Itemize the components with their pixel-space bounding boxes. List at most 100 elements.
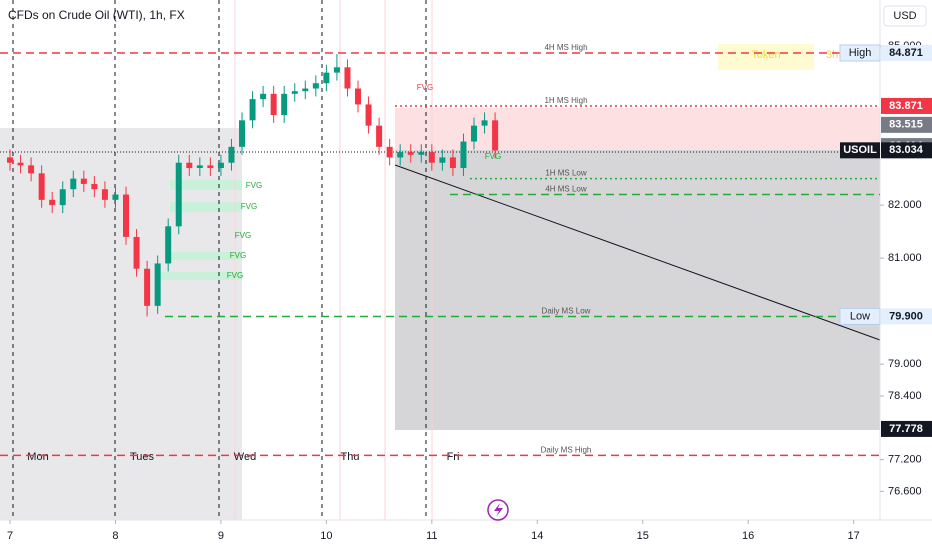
x-tick-label: 11 bbox=[426, 530, 437, 542]
candle-body bbox=[428, 152, 435, 163]
level-label: Daily MS Low bbox=[542, 307, 591, 316]
price-tag-box bbox=[839, 307, 881, 325]
price-label-box bbox=[881, 308, 932, 325]
fvg-label: FVG bbox=[241, 202, 257, 211]
fvg-box bbox=[160, 272, 242, 280]
price-label: 83.871 bbox=[889, 100, 923, 112]
price-label-box bbox=[881, 97, 932, 114]
day-label: Wed bbox=[234, 451, 256, 463]
y-tick-label: 77.200 bbox=[888, 453, 922, 465]
price-label-box bbox=[881, 116, 932, 133]
price-tag: High bbox=[849, 47, 872, 59]
candle-body bbox=[112, 194, 119, 200]
event-icon[interactable] bbox=[487, 499, 509, 521]
price-label: 79.900 bbox=[889, 310, 923, 322]
candle-body bbox=[144, 268, 151, 306]
x-tick-label: 8 bbox=[112, 530, 118, 542]
candle-body bbox=[228, 146, 235, 163]
price-tag-box bbox=[839, 44, 881, 62]
candle-body bbox=[323, 72, 330, 84]
x-tick-label: 15 bbox=[637, 530, 649, 542]
candle-body bbox=[260, 93, 267, 100]
candle-body bbox=[59, 189, 66, 206]
candle-body bbox=[7, 157, 14, 163]
level-label: 1H MS High bbox=[544, 96, 587, 105]
x-tick-label: 14 bbox=[531, 530, 543, 542]
price-tag-box bbox=[840, 142, 880, 159]
y-tick-label: 76.600 bbox=[888, 485, 922, 497]
x-tick-label: 10 bbox=[320, 530, 332, 542]
candle-body bbox=[38, 173, 45, 200]
fvg-box bbox=[170, 202, 242, 212]
kill-zones bbox=[234, 0, 433, 520]
currency-button[interactable] bbox=[883, 5, 927, 27]
fvg-label: FVG bbox=[235, 231, 251, 240]
fvg-box bbox=[170, 180, 242, 190]
fvg-box bbox=[166, 252, 242, 260]
currency[interactable]: USD bbox=[893, 10, 916, 22]
price-label: 84.871 bbox=[889, 47, 923, 59]
price-label: 77.778 bbox=[889, 423, 923, 435]
level-label: Daily MS High bbox=[541, 445, 592, 454]
candle-body bbox=[291, 91, 298, 94]
token-text: Token bbox=[751, 49, 780, 61]
candle-body bbox=[196, 165, 203, 169]
candle-body bbox=[270, 93, 277, 116]
fvg-label: FVG bbox=[246, 181, 262, 190]
x-tick-label: 17 bbox=[848, 530, 860, 542]
trend-line bbox=[394, 164, 881, 341]
fvg-label: FVG bbox=[485, 152, 501, 161]
candle-body bbox=[154, 263, 161, 306]
candle-body bbox=[481, 120, 488, 126]
candle-body bbox=[239, 120, 246, 147]
day-label: Fri bbox=[447, 451, 460, 463]
level-label: 1H MS Low bbox=[545, 169, 587, 178]
price-label-box bbox=[881, 142, 932, 159]
candle-body bbox=[207, 165, 214, 169]
candle-body bbox=[492, 120, 499, 151]
candle-body bbox=[449, 157, 456, 169]
candle-body bbox=[407, 152, 414, 155]
candle-body bbox=[439, 157, 446, 163]
candle-body bbox=[312, 83, 319, 89]
candle-body bbox=[386, 146, 393, 158]
candle-body bbox=[249, 99, 256, 121]
session-lines bbox=[12, 0, 427, 520]
y-tick-label: 78.400 bbox=[888, 390, 922, 402]
candle-body bbox=[28, 165, 35, 174]
candle-body bbox=[365, 104, 372, 126]
discount-zone bbox=[395, 150, 880, 430]
candle-body bbox=[165, 226, 172, 264]
day-label: Mon bbox=[27, 451, 48, 463]
candle-body bbox=[376, 125, 383, 147]
fvg-label: FVG bbox=[227, 271, 243, 280]
fvg-boxes bbox=[160, 180, 242, 280]
event-icon-bolt bbox=[494, 503, 503, 517]
candle-body bbox=[344, 67, 351, 89]
x-tick-label: 7 bbox=[7, 530, 13, 542]
candle-body bbox=[80, 178, 87, 184]
candle-body bbox=[91, 183, 98, 190]
candle-body bbox=[355, 88, 362, 105]
level-label: 4H MS Low bbox=[545, 185, 587, 194]
price-label: 83.034 bbox=[889, 144, 924, 156]
fvg-label: FVG bbox=[230, 251, 246, 260]
candle-body bbox=[217, 162, 224, 169]
candle-body bbox=[17, 162, 24, 166]
candle-body bbox=[471, 125, 478, 142]
premium-zone bbox=[395, 108, 880, 150]
candle-body bbox=[418, 152, 425, 155]
candle-body bbox=[101, 189, 108, 200]
fvg-label: FVG bbox=[417, 83, 433, 92]
candle-body bbox=[333, 67, 340, 73]
price-tag: USOIL bbox=[843, 144, 877, 156]
candle-body bbox=[49, 199, 56, 206]
candle-body bbox=[460, 141, 467, 169]
level-label: 4H MS High bbox=[544, 43, 587, 52]
x-tick-label: 9 bbox=[218, 530, 224, 542]
price-label: 83.515 bbox=[889, 119, 923, 131]
price-label-box bbox=[881, 44, 932, 61]
candle-body bbox=[133, 236, 140, 269]
